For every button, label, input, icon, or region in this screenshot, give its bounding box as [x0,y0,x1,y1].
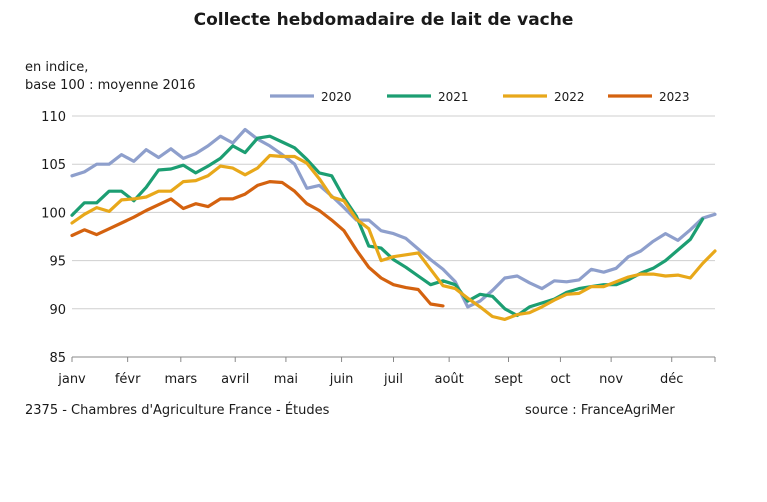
y-tick-label-90: 90 [49,303,66,318]
unit-label-line-2: base 100 : moyenne 2016 [25,78,196,93]
footer-credit: 2375 - Chambres d'Agriculture France - É… [25,403,330,418]
x-tick-label-6: juil [383,372,403,387]
y-tick-label-110: 110 [41,110,66,125]
x-tick-label-10: nov [599,372,623,387]
x-tick-label-2: mars [164,372,197,387]
chart-title: Collecte hebdomadaire de lait de vache [193,10,574,30]
footer-source: source : FranceAgriMer [525,403,675,418]
x-tick-label-4: mai [274,372,298,387]
series-line-2021 [70,134,705,318]
y-tick-label-100: 100 [41,206,66,221]
series-line-2022 [70,153,717,321]
legend-label-2022: 2022 [554,90,585,104]
legend-label-2020: 2020 [321,90,352,104]
y-tick-label-105: 105 [41,158,66,173]
legend-label-2021: 2021 [438,90,469,104]
x-tick-label-9: oct [550,372,570,387]
legend-label-2023: 2023 [659,90,690,104]
y-tick-label-85: 85 [49,351,66,366]
x-tick-label-1: févr [115,372,141,387]
series-line-2023 [70,180,445,308]
x-tick-label-8: sept [494,372,522,387]
x-tick-label-5: juin [329,372,354,387]
unit-label-line-1: en indice, [25,60,89,75]
series-line-2020 [70,127,717,309]
x-tick-label-3: avril [221,372,249,387]
x-tick-label-11: déc [660,372,683,387]
y-tick-label-95: 95 [49,255,66,270]
x-tick-label-7: août [435,372,464,387]
x-tick-label-0: janv [57,372,86,387]
